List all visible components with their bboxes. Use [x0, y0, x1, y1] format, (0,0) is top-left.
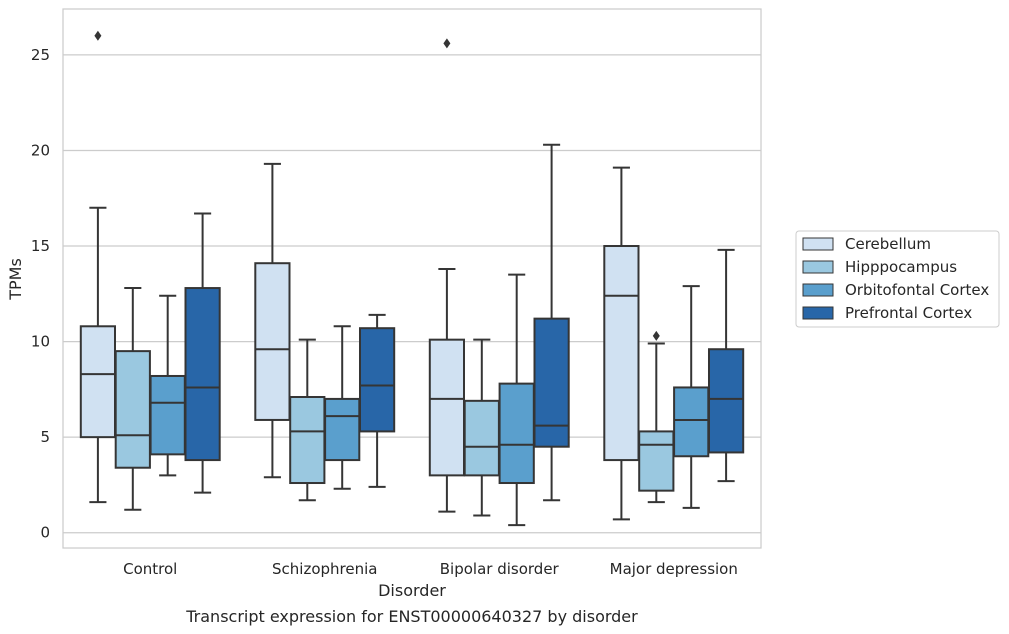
x-tick-label: Major depression	[610, 560, 738, 578]
box-body	[498, 382, 535, 485]
box-body	[358, 327, 396, 433]
y-tick-label: 25	[31, 46, 50, 64]
legend-item: Cerebellum	[802, 235, 931, 253]
box-0-0	[79, 30, 117, 504]
x-axis-title: Disorder	[378, 581, 446, 600]
box-3-1	[638, 330, 675, 504]
legend: Cerebellum Hipppocampus Orbitofontal Corte…	[795, 230, 1000, 328]
box-2-0	[428, 38, 466, 513]
x-tick-labels: Control Schizophrenia Bipolar disorder Majo…	[123, 560, 738, 578]
legend-item: Orbitofontal Cortex	[802, 281, 989, 299]
box-0-2	[149, 294, 186, 477]
chart-caption: Transcript expression for ENST0000064032…	[185, 607, 638, 626]
y-tick-label: 15	[31, 237, 50, 255]
x-tick-label: Control	[123, 560, 177, 578]
legend-swatch	[802, 306, 834, 320]
legend-label: Hipppocampus	[845, 258, 957, 276]
box-1-1	[289, 338, 326, 502]
x-tick-label: Schizophrenia	[272, 560, 377, 578]
legend-swatch	[802, 237, 834, 251]
box-body	[324, 397, 361, 462]
box-body	[254, 262, 291, 421]
box-body	[463, 399, 500, 477]
box-body	[603, 245, 640, 462]
y-tick-label: 5	[40, 428, 50, 446]
y-tick-label: 20	[31, 141, 50, 159]
box-3-3	[707, 248, 745, 483]
y-tick-label: 10	[31, 333, 50, 351]
outlier-point	[443, 38, 451, 49]
box-1-0	[254, 162, 291, 479]
legend-swatch	[802, 283, 834, 297]
box-0-3	[184, 212, 221, 494]
box-body	[707, 348, 745, 454]
box-body	[114, 350, 151, 469]
box-body	[289, 396, 326, 485]
legend-item: Prefrontal Cortex	[802, 304, 972, 322]
box-body	[533, 317, 570, 448]
legend-frame	[795, 230, 1000, 328]
box-body	[79, 325, 117, 439]
box-body	[638, 430, 675, 492]
box-1-3	[358, 313, 396, 488]
box-2-1	[463, 338, 500, 517]
box-0-1	[114, 287, 151, 511]
legend-item: Hipppocampus	[802, 258, 957, 276]
box-body	[184, 287, 221, 462]
box-3-0	[603, 166, 640, 521]
box-body	[428, 338, 466, 477]
box-1-2	[324, 325, 361, 490]
box-3-2	[673, 285, 710, 509]
y-tick-label: 0	[40, 524, 50, 542]
legend-label: Orbitofontal Cortex	[845, 281, 989, 299]
plot-frame	[62, 8, 762, 549]
box-2-3	[533, 143, 570, 502]
outlier-point	[94, 30, 102, 41]
legend-items: Cerebellum Hipppocampus Orbitofontal Corte…	[802, 235, 989, 322]
outlier-point	[652, 330, 660, 341]
x-tick-label: Bipolar disorder	[440, 560, 560, 578]
legend-swatch	[802, 260, 834, 274]
legend-label: Prefrontal Cortex	[845, 304, 972, 322]
boxes-layer	[79, 30, 745, 527]
y-tick-labels: 0 5 10 15 20 25	[31, 46, 50, 542]
box-body	[673, 386, 710, 458]
y-axis-title: TPMs	[6, 258, 25, 301]
box-body	[149, 374, 186, 456]
legend-label: Cerebellum	[845, 235, 931, 253]
box-2-2	[498, 273, 535, 527]
